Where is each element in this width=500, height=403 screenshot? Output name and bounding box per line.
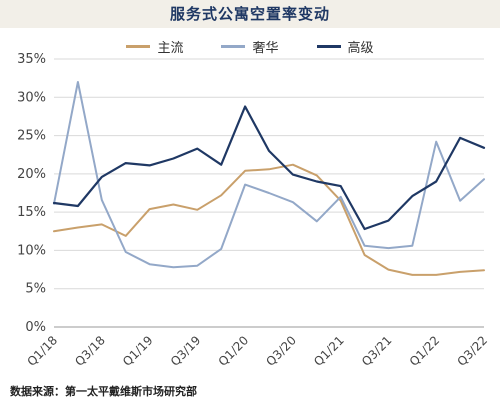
legend-swatch-mainstream: [126, 44, 151, 48]
legend-label-premium: 高级: [347, 40, 374, 56]
legend-label-luxury: 奢华: [252, 40, 279, 56]
chart-title: 服务式公寓空置率变动: [169, 5, 330, 23]
x-tick-label: Q3/22: [454, 333, 490, 369]
legend-label-mainstream: 主流: [157, 40, 184, 56]
x-tick-label: Q1/21: [311, 333, 347, 369]
legend-item-luxury: 奢华: [221, 36, 279, 56]
y-tick-label: 15%: [17, 205, 46, 220]
y-tick-label: 0%: [25, 320, 46, 335]
legend: 主流 奢华 高级: [0, 36, 500, 56]
y-tick-label: 10%: [17, 243, 46, 258]
x-tick-label: Q1/22: [407, 333, 443, 369]
series-line-3: [52, 105, 486, 231]
series-line-1: [53, 163, 485, 276]
legend-swatch-luxury: [221, 44, 246, 48]
y-tick-label: 35%: [17, 52, 46, 67]
title-bar: [0, 0, 500, 28]
source-note: 数据来源：第一太平戴维斯市场研究部: [10, 385, 197, 398]
legend-item-mainstream: 主流: [126, 36, 183, 56]
x-tick-label: Q3/19: [168, 333, 204, 369]
x-tick-label: Q1/19: [120, 333, 156, 369]
legend-swatch-premium: [316, 44, 341, 48]
y-tick-label: 25%: [17, 129, 46, 144]
x-tick-label: Q1/20: [216, 333, 252, 369]
x-tick-label: Q3/21: [359, 333, 395, 369]
y-tick-label: 5%: [25, 282, 46, 297]
legend-item-premium: 高级: [316, 36, 374, 56]
x-tick-label: Q1/18: [24, 333, 60, 369]
y-tick-label: 30%: [17, 90, 46, 105]
x-tick-label: Q3/18: [72, 333, 108, 369]
y-tick-label: 20%: [17, 167, 46, 182]
series-line-2: [53, 81, 485, 269]
x-tick-label: Q3/20: [263, 333, 299, 369]
